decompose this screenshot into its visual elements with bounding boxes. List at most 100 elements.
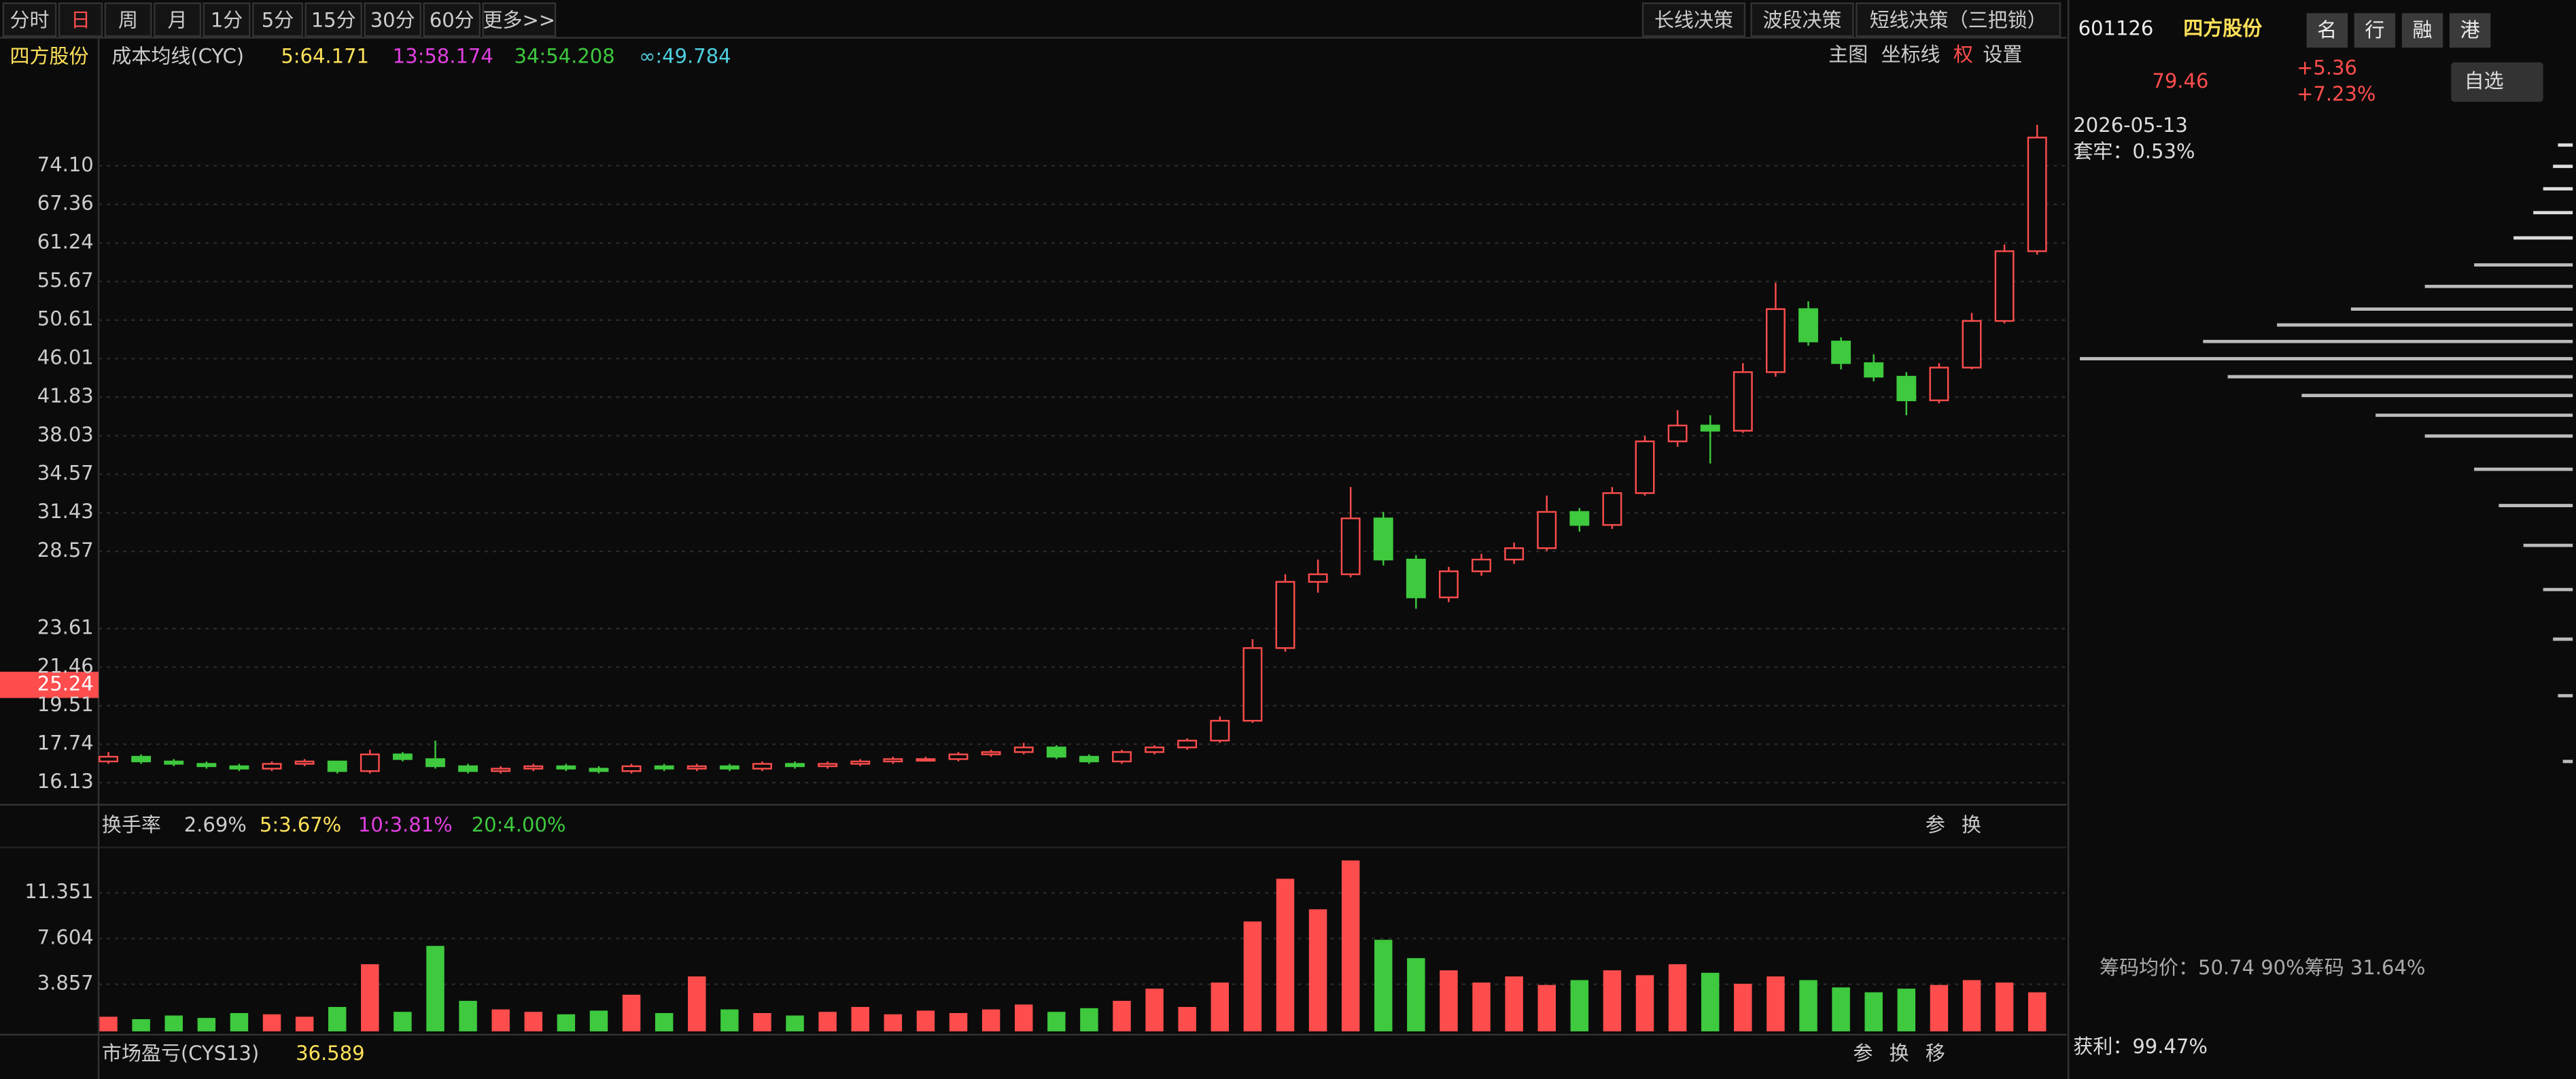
stock-code: 601126: [2078, 16, 2154, 39]
period-label[interactable]: 日: [71, 8, 90, 31]
period-label[interactable]: 15分: [311, 8, 356, 31]
watch-label[interactable]: 自选: [2465, 69, 2504, 92]
y-tick-label: 21.46: [37, 654, 94, 677]
decision-tab[interactable]: [1641, 2, 1746, 37]
volume-bar: [1897, 989, 1916, 1031]
period-tab[interactable]: [153, 2, 202, 37]
volume-bar: [884, 1014, 903, 1031]
volume-bar: [1962, 980, 1981, 1031]
tool[interactable]: 参: [1853, 1042, 1873, 1065]
tag-label[interactable]: 行: [2365, 18, 2384, 41]
decision-tab[interactable]: [1750, 2, 1854, 37]
tool[interactable]: 权: [1953, 43, 1973, 66]
volume-bar: [818, 1012, 837, 1031]
volume-bar: [1243, 921, 1262, 1031]
tool[interactable]: 换: [1962, 813, 1981, 836]
bottom-value: 36.589: [296, 1042, 364, 1065]
candle-body: [752, 763, 772, 770]
period-label[interactable]: 1分: [211, 8, 243, 31]
period-tab[interactable]: [203, 2, 251, 37]
tool[interactable]: 换: [1890, 1042, 1909, 1065]
period-tab[interactable]: [423, 2, 481, 37]
decision-label[interactable]: 短线决策（三把锁）: [1870, 8, 2047, 31]
candle-body: [1765, 308, 1786, 373]
tool[interactable]: 参: [1926, 813, 1945, 836]
period-tab[interactable]: [304, 2, 362, 37]
chip-date: 2026-05-13: [2073, 114, 2188, 137]
chip-profit: 获利：99.47%: [2073, 1035, 2208, 1058]
volume-bar: [557, 1014, 576, 1031]
candle-body: [785, 763, 805, 768]
period-label[interactable]: 60分: [430, 8, 474, 31]
volume-bar: [524, 1012, 543, 1031]
period-label[interactable]: 更多>>: [483, 8, 556, 31]
candle-body: [1504, 547, 1525, 561]
chip-summary: 筹码均价：50.74 90%筹码 31.64%: [2100, 956, 2425, 979]
tool[interactable]: 移: [1926, 1042, 1945, 1065]
period-tab[interactable]: [104, 2, 152, 37]
cursor-price: 25.24: [37, 672, 94, 695]
y-tick-label: 38.03: [37, 423, 94, 446]
volume-bar: [361, 964, 379, 1031]
decision-label[interactable]: 长线决策: [1654, 8, 1733, 31]
tool[interactable]: 设置: [1983, 43, 2022, 66]
tag-box[interactable]: [2449, 13, 2491, 48]
volume-bar: [1864, 992, 1883, 1031]
tag-box[interactable]: [2306, 13, 2348, 48]
watch-button[interactable]: [2451, 62, 2543, 102]
period-tab[interactable]: [482, 2, 557, 37]
period-label[interactable]: 5分: [262, 8, 294, 31]
period-label[interactable]: 周: [118, 8, 138, 31]
candle-body: [1635, 440, 1655, 494]
candle-body: [1308, 573, 1328, 583]
tag-label[interactable]: 融: [2413, 18, 2433, 41]
candle-body: [1700, 424, 1720, 432]
volume-title: 换手率: [102, 813, 161, 836]
volume-bar: [262, 1014, 281, 1031]
tag-label[interactable]: 名: [2317, 18, 2337, 41]
candle-body: [1896, 375, 1917, 402]
tag-box[interactable]: [2401, 13, 2443, 48]
volume-bar: [328, 1007, 347, 1031]
volume-bar: [1407, 958, 1425, 1031]
y-tick-label: 74.10: [37, 153, 94, 176]
tag-label[interactable]: 港: [2460, 18, 2480, 41]
tool[interactable]: 坐标线: [1881, 43, 1940, 66]
decision-label[interactable]: 波段决策: [1763, 8, 1842, 31]
candle-body: [850, 760, 871, 765]
volume-bar: [1178, 1007, 1196, 1031]
volume-bar: [916, 1010, 935, 1031]
legend-stock: 四方股份: [10, 45, 89, 68]
period-tab[interactable]: [252, 2, 303, 37]
candle-body: [1177, 740, 1198, 749]
period-label[interactable]: 分时: [10, 8, 50, 31]
candle-body: [719, 765, 739, 770]
candle-body: [1569, 511, 1590, 526]
period-tab[interactable]: [364, 2, 421, 37]
volume-bar: [720, 1009, 739, 1031]
volume-bar: [688, 976, 706, 1031]
candle-body: [818, 763, 838, 768]
candle-body: [1079, 755, 1099, 763]
volume-bar: [1145, 989, 1164, 1031]
period-tab[interactable]: [2, 2, 57, 37]
volume-bar: [491, 1009, 510, 1031]
candle-body: [2027, 137, 2047, 252]
tag-box[interactable]: [2354, 13, 2396, 48]
candle-body: [491, 768, 511, 772]
tool[interactable]: 主图: [1828, 43, 1868, 66]
candle-body: [196, 763, 217, 768]
period-tab[interactable]: [58, 2, 103, 37]
volume-bar: [655, 1013, 674, 1031]
decision-tab[interactable]: [1856, 2, 2061, 37]
period-label[interactable]: 30分: [370, 8, 415, 31]
candle-body: [1962, 320, 1982, 369]
candle-body: [1406, 558, 1426, 598]
candle-body: [1472, 558, 1491, 572]
volume-bar: [753, 1013, 771, 1031]
period-label[interactable]: 月: [168, 8, 188, 31]
volume-bar: [1211, 982, 1230, 1031]
candle-body: [916, 758, 936, 762]
